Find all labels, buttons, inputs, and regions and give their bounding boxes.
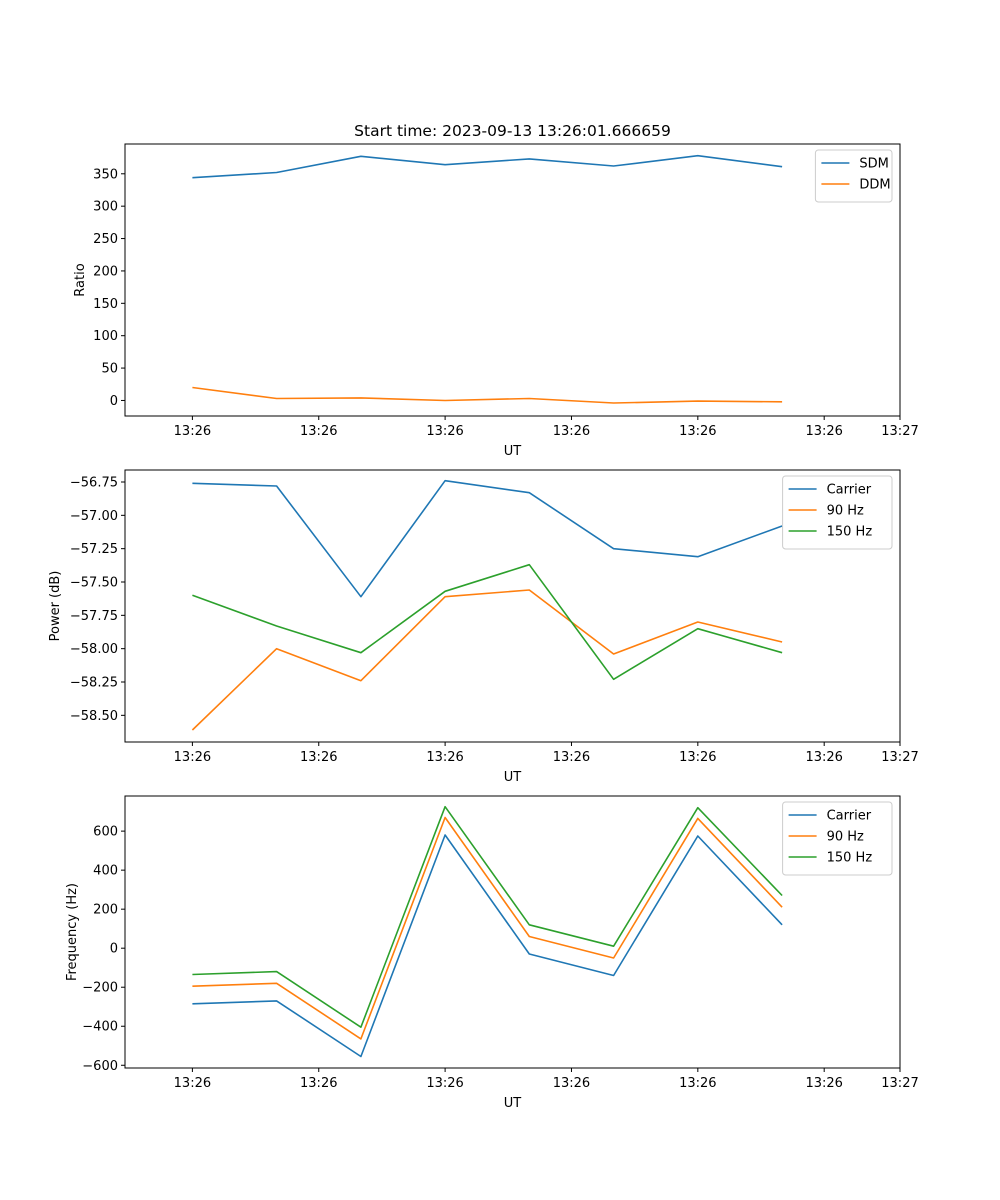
legend-entry: DDM [859,178,890,193]
legend-entry: 150 Hz [827,525,873,540]
y-tick-label: −400 [82,1020,118,1035]
y-tick-label: 0 [110,394,118,409]
x-tick-label: 13:26 [805,1076,842,1091]
x-tick-label: 13:27 [881,750,918,765]
x-tick-label: 13:26 [679,424,716,439]
x-axis-label: UT [504,444,522,459]
x-tick-label: 13:26 [805,424,842,439]
y-tick-label: −58.25 [70,676,118,691]
legend: Carrier 90 Hz 150 Hz [782,801,893,876]
y-axis-label: Frequency (Hz) [65,883,80,981]
x-tick-label: 13:26 [300,1076,337,1091]
legend: Carrier 90 Hz 150 Hz [782,475,893,550]
x-tick-label: 13:26 [426,1076,463,1091]
panel-power: 13:26 13:26 13:26 13:26 13:26 13:26 13:27 UT −58… [48,469,919,785]
x-tick-label: 13:26 [300,424,337,439]
legend-entry: 90 Hz [827,830,864,845]
x-axis-label: UT [504,1096,522,1111]
x-tick-label: 13:27 [881,424,918,439]
x-tick-label: 13:26 [679,1076,716,1091]
y-tick-label: −56.75 [70,476,118,491]
x-tick-label: 13:26 [174,424,211,439]
y-tick-label: 50 [101,362,118,377]
y-tick-label: 400 [93,864,118,879]
y-tick-label: −200 [82,981,118,996]
series-line-90-hz [191,589,783,731]
axes-frame [124,795,901,1069]
legend-entry: SDM [859,157,888,172]
legend-entry: Carrier [827,483,872,498]
y-tick-label: 250 [93,232,118,247]
y-tick-label: −600 [82,1059,118,1074]
x-tick-label: 13:26 [553,424,590,439]
series-line-ddm [192,386,783,404]
y-tick-label: −57.00 [70,509,118,524]
y-tick-label: 200 [93,903,118,918]
y-tick-label: 150 [93,297,118,312]
x-tick-label: 13:26 [426,424,463,439]
y-tick-label: 350 [93,167,118,182]
y-tick-label: −57.25 [70,542,118,557]
x-tick-label: 13:26 [426,750,463,765]
series-line-sdm [192,154,783,179]
axes-frame [124,143,901,417]
y-tick-label: 200 [93,264,118,279]
panel-frequency: 13:26 13:26 13:26 13:26 13:26 13:26 13:27 UT −60… [65,795,919,1111]
series-line-carrier [192,479,783,598]
y-tick-label: 600 [93,825,118,840]
y-tick-label: −57.50 [70,576,118,591]
x-tick-label: 13:26 [679,750,716,765]
x-axis-label: UT [504,770,522,785]
x-tick-label: 13:26 [174,750,211,765]
y-axis-label: Power (dB) [48,571,63,642]
legend-entry: 150 Hz [827,851,873,866]
y-tick-label: −57.75 [70,609,118,624]
axes-frame [124,469,901,743]
y-tick-label: 0 [110,942,118,957]
legend: SDM DDM [814,149,893,203]
x-tick-label: 13:26 [805,750,842,765]
x-tick-label: 13:26 [174,1076,211,1091]
x-tick-label: 13:26 [553,1076,590,1091]
y-axis-label: Ratio [73,263,88,296]
legend-entry: Carrier [827,809,872,824]
series-line-150-hz [192,563,783,681]
y-tick-label: 300 [93,200,118,215]
panel-ratio: 13:26 13:26 13:26 13:26 13:26 13:26 13:27 UT 0 50… [73,143,919,459]
y-tick-label: 100 [93,329,118,344]
x-tick-label: 13:27 [881,1076,918,1091]
x-tick-label: 13:26 [300,750,337,765]
series-line-90-hz [192,816,783,1040]
y-tick-label: −58.00 [70,642,118,657]
y-tick-label: −58.50 [70,709,118,724]
series-line-150-hz [192,805,783,1028]
legend-entry: 90 Hz [827,504,864,519]
series-line-carrier [192,834,783,1058]
figure-title: Start time: 2023-09-13 13:26:01.666659 [354,122,671,140]
x-tick-label: 13:26 [553,750,590,765]
